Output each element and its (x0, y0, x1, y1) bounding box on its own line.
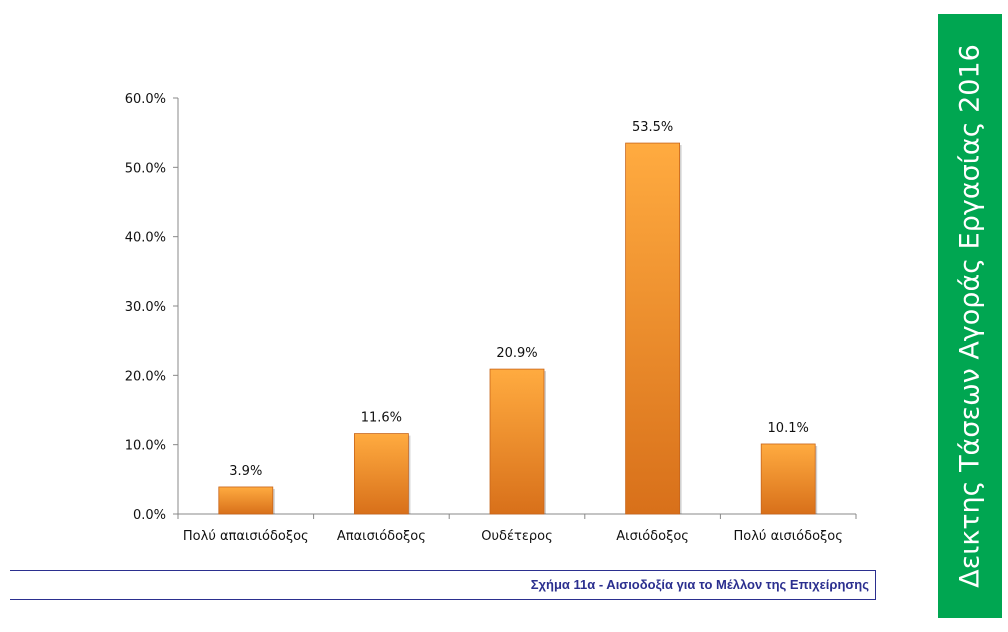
bar (353, 433, 409, 515)
x-tick-label: Απαισιόδοξος (337, 529, 426, 544)
x-tick-label: Αισιόδοξος (616, 529, 689, 544)
chart-axes (173, 97, 857, 519)
chart-labels: 0.0% 10.0% 20.0% 30.0% 40.0% 50.0% 60.0% 3.9% Πο… (125, 92, 843, 544)
data-label: 10.1% (768, 421, 809, 436)
bar (625, 142, 680, 515)
x-tick-label: Πολύ αισιόδοξος (734, 529, 843, 544)
data-label: 11.6% (361, 411, 402, 426)
figure-caption: Σχήμα 11α - Αισιοδοξία για το Μέλλον της… (530, 577, 869, 592)
y-tick-label: 0.0% (133, 508, 166, 523)
y-tick-label: 60.0% (125, 92, 166, 107)
data-label: 53.5% (632, 120, 673, 135)
bar-chart: 0.0% 10.0% 20.0% 30.0% 40.0% 50.0% 60.0% 3.9% Πο… (125, 92, 857, 544)
data-label: 3.9% (229, 464, 262, 479)
y-tick-label: 50.0% (125, 161, 166, 176)
caption-frame: Σχήμα 11α - Αισιοδοξία για το Μέλλον της… (10, 570, 876, 600)
side-title: Δεικτης Τάσεων Αγοράς Εργασίας 2016 (954, 44, 986, 588)
y-tick-label: 10.0% (125, 439, 166, 454)
bar (760, 443, 816, 515)
y-tick-label: 20.0% (125, 369, 166, 384)
bar (218, 486, 274, 515)
data-label: 20.9% (496, 346, 537, 361)
x-tick-label: Ουδέτερος (481, 529, 552, 544)
x-tick-label: Πολύ απαισιόδοξος (183, 529, 309, 544)
bar (489, 368, 545, 515)
y-tick-label: 30.0% (125, 300, 166, 315)
chart-bars (218, 142, 818, 515)
side-band: Δεικτης Τάσεων Αγοράς Εργασίας 2016 (938, 14, 1002, 618)
y-tick-label: 40.0% (125, 231, 166, 246)
